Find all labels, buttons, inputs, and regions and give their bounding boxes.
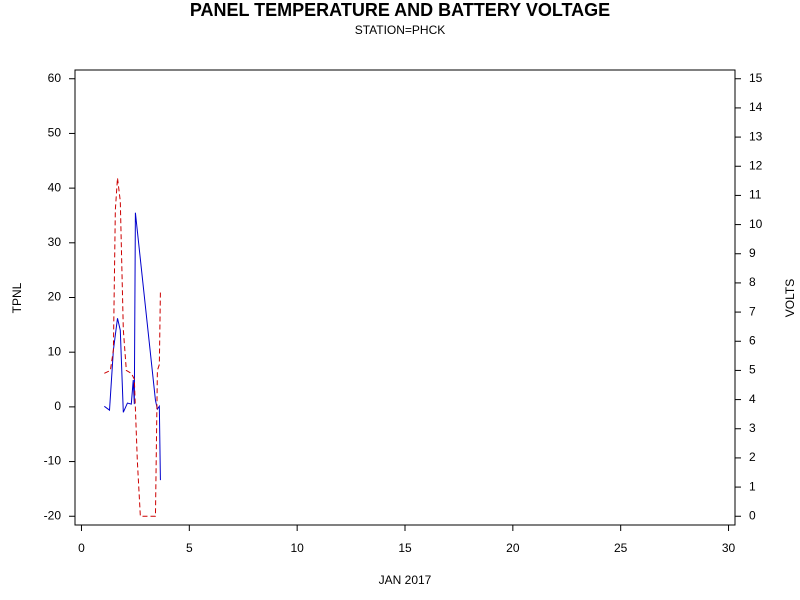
plot-frame bbox=[74, 69, 736, 526]
x-tick-label: 15 bbox=[398, 541, 412, 555]
y-tick-label: -10 bbox=[44, 454, 62, 468]
x-tick-label: 20 bbox=[506, 541, 520, 555]
y-tick-label: 20 bbox=[48, 290, 62, 304]
y2-tick-label: 8 bbox=[749, 275, 756, 289]
y-axis-label: TPNL bbox=[10, 282, 24, 313]
y2-tick-label: 10 bbox=[749, 217, 763, 231]
y2-tick-label: 12 bbox=[749, 158, 763, 172]
y2-tick-label: 5 bbox=[749, 363, 756, 377]
y-tick-label: 50 bbox=[48, 126, 62, 140]
x-tick-label: 10 bbox=[290, 541, 304, 555]
x-tick-label: 5 bbox=[186, 541, 193, 555]
y2-tick-label: 9 bbox=[749, 246, 756, 260]
y2-tick-label: 11 bbox=[749, 188, 762, 202]
data-line bbox=[104, 177, 161, 517]
x-tick-label: 0 bbox=[78, 541, 85, 555]
y2-tick-label: 14 bbox=[749, 100, 763, 114]
chart-subtitle: STATION=PHCK bbox=[355, 23, 446, 37]
y2-tick-label: 3 bbox=[749, 421, 756, 435]
y2-tick-label: 6 bbox=[749, 333, 756, 347]
y2-tick-label: 15 bbox=[749, 71, 763, 85]
x-tick-label: 30 bbox=[722, 541, 736, 555]
y-tick-label: -20 bbox=[44, 508, 62, 522]
y-tick-label: 60 bbox=[48, 71, 62, 85]
y2-tick-label: 13 bbox=[749, 129, 763, 143]
y-tick-label: 40 bbox=[48, 180, 62, 194]
y2-tick-label: 2 bbox=[749, 450, 756, 464]
y-tick-label: 30 bbox=[48, 235, 62, 249]
y2-tick-label: 1 bbox=[749, 479, 756, 493]
data-line bbox=[104, 212, 161, 481]
y-tick-label: 0 bbox=[54, 399, 61, 413]
x-tick-label: 25 bbox=[614, 541, 628, 555]
y-tick-label: 10 bbox=[48, 344, 62, 358]
y2-tick-label: 7 bbox=[749, 304, 756, 318]
y2-axis-label: VOLTS bbox=[783, 279, 797, 317]
x-axis-label: JAN 2017 bbox=[379, 573, 432, 587]
y2-tick-label: 4 bbox=[749, 392, 756, 406]
y2-tick-label: 0 bbox=[749, 508, 756, 522]
chart-title: PANEL TEMPERATURE AND BATTERY VOLTAGE bbox=[190, 0, 610, 20]
